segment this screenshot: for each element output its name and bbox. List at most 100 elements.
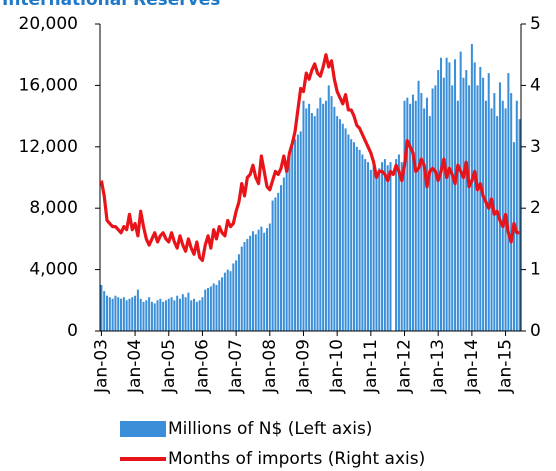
- bar: [181, 294, 184, 331]
- bar: [299, 131, 302, 331]
- bar: [411, 94, 414, 331]
- legend-label: Months of imports (Right axis): [168, 449, 425, 469]
- bar: [131, 297, 134, 331]
- bar: [120, 298, 123, 331]
- x-tick-label: Jan-10: [327, 339, 347, 394]
- x-tick-label: Jan-05: [159, 339, 179, 394]
- bar: [319, 97, 322, 332]
- bar: [518, 119, 521, 331]
- bar: [122, 297, 125, 331]
- bar: [322, 103, 325, 331]
- bar: [178, 298, 182, 331]
- bar: [237, 254, 240, 331]
- bar: [153, 303, 156, 331]
- bar: [240, 246, 243, 331]
- y-tick-label: 20,000: [19, 14, 78, 34]
- bar: [397, 154, 400, 331]
- bar: [125, 300, 128, 331]
- bar: [271, 200, 274, 331]
- bar: [434, 85, 437, 332]
- bar: [375, 174, 378, 331]
- bar: [148, 297, 151, 331]
- bar: [400, 162, 403, 331]
- x-tick-label: Jan-13: [428, 339, 448, 394]
- bar: [232, 263, 235, 331]
- bar: [159, 298, 162, 331]
- bar: [454, 59, 457, 332]
- bar: [176, 295, 179, 331]
- bar: [448, 62, 451, 331]
- bar: [496, 116, 499, 331]
- bar: [282, 177, 285, 331]
- y-tick-label: 4,000: [29, 260, 78, 280]
- bar: [465, 70, 468, 332]
- bar: [313, 116, 316, 331]
- bar: [498, 82, 501, 331]
- bar: [350, 139, 353, 331]
- bar: [470, 43, 473, 332]
- y2-tick-label: 5: [530, 14, 541, 34]
- bar: [367, 162, 370, 331]
- bar: [473, 62, 476, 331]
- x-tick-label: Jan-09: [293, 339, 313, 394]
- bar: [456, 100, 459, 331]
- bar: [352, 142, 356, 331]
- bar: [167, 298, 170, 331]
- bar: [395, 159, 398, 331]
- bar: [145, 300, 148, 331]
- bar: [378, 168, 381, 331]
- bar: [336, 116, 339, 331]
- y2-tick-label: 0: [530, 321, 541, 341]
- bar: [139, 298, 142, 331]
- bar: [347, 134, 350, 331]
- bar: [223, 272, 226, 331]
- x-tick-label: Jan-07: [226, 339, 246, 394]
- bar: [106, 295, 109, 331]
- bar: [364, 159, 367, 331]
- bar: [507, 73, 510, 332]
- bar: [451, 85, 454, 332]
- bar: [274, 197, 277, 331]
- bar: [117, 297, 120, 331]
- bar: [150, 301, 153, 331]
- bar: [442, 77, 445, 331]
- bar: [510, 93, 513, 331]
- bar: [246, 238, 249, 331]
- bar: [111, 298, 114, 331]
- bar: [226, 269, 229, 331]
- bar: [341, 123, 344, 332]
- bar: [381, 162, 384, 331]
- bar: [512, 142, 515, 331]
- bar: [358, 149, 361, 331]
- bar: [482, 77, 485, 331]
- bar: [209, 286, 212, 331]
- bar: [389, 162, 392, 331]
- bar: [476, 85, 479, 332]
- bar: [108, 297, 111, 331]
- bar: [212, 283, 215, 331]
- y-tick-label: 0: [67, 321, 78, 341]
- bar: [327, 85, 330, 332]
- bar: [302, 100, 305, 331]
- bar: [229, 271, 232, 331]
- bar: [420, 93, 423, 331]
- bar: [100, 284, 103, 331]
- x-tick-label: Jan-03: [91, 339, 111, 394]
- bar: [414, 100, 417, 331]
- bar: [134, 295, 137, 331]
- bar: [195, 301, 198, 331]
- bar: [215, 284, 218, 331]
- legend-label: Millions of N$ (Left axis): [168, 419, 372, 439]
- bar: [468, 85, 471, 332]
- y-tick-label: 16,000: [19, 75, 78, 95]
- bar: [114, 295, 117, 331]
- bar: [204, 289, 207, 331]
- bar: [162, 301, 165, 331]
- bar: [479, 66, 482, 331]
- line: [99, 53, 520, 262]
- bar: [428, 116, 431, 331]
- bar: [515, 100, 518, 331]
- bar: [285, 169, 288, 331]
